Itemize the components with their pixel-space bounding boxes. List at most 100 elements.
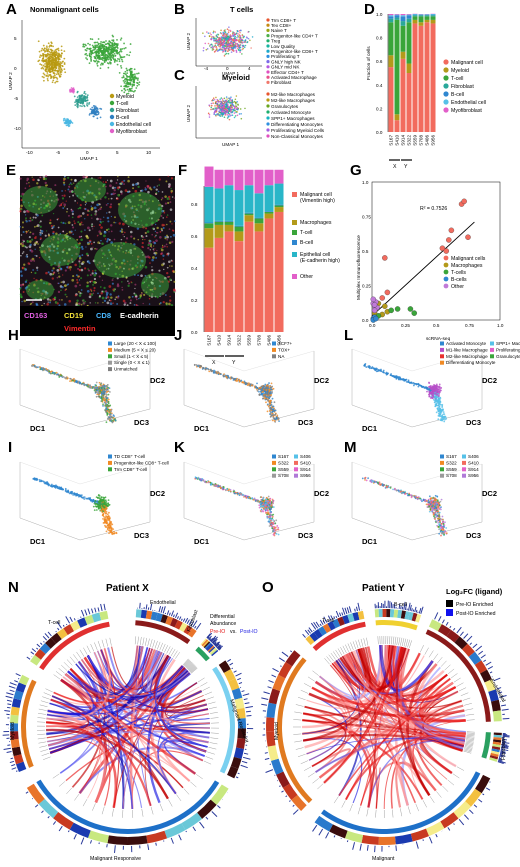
umap-point bbox=[227, 31, 230, 33]
if-pixel bbox=[58, 272, 60, 274]
umap-point bbox=[79, 104, 82, 107]
umap-point bbox=[99, 67, 102, 70]
umap-point bbox=[123, 91, 126, 94]
if-pixel bbox=[68, 185, 71, 188]
y-tick-label: 0.4 bbox=[191, 266, 198, 271]
if-pixel bbox=[49, 219, 52, 222]
bar-segment bbox=[254, 223, 264, 232]
marker-label: CD163 bbox=[24, 311, 47, 320]
umap-point bbox=[235, 51, 238, 53]
if-pixel bbox=[29, 249, 31, 252]
diffusion-point bbox=[440, 387, 443, 389]
umap-point bbox=[49, 74, 52, 77]
umap-point bbox=[222, 31, 225, 34]
umap-point bbox=[126, 88, 129, 91]
if-pixel bbox=[74, 192, 76, 195]
umap-point bbox=[57, 58, 60, 61]
umap-point bbox=[55, 61, 58, 64]
umap-point bbox=[57, 66, 60, 68]
umap-point bbox=[220, 43, 222, 46]
umap-point bbox=[130, 71, 132, 74]
legend-swatch bbox=[266, 80, 270, 84]
if-pixel bbox=[90, 290, 93, 292]
umap-point bbox=[128, 88, 131, 90]
if-pixel bbox=[64, 269, 67, 272]
umap-point bbox=[50, 51, 53, 53]
umap-point bbox=[55, 80, 58, 83]
bar-segment bbox=[400, 25, 406, 52]
if-pixel bbox=[125, 221, 127, 223]
y-tick-label: 0.0 bbox=[191, 330, 198, 335]
umap-point bbox=[63, 57, 66, 60]
umap-point bbox=[239, 108, 242, 110]
umap-point bbox=[42, 72, 45, 75]
umap-point bbox=[239, 49, 241, 51]
if-gland bbox=[40, 234, 80, 266]
if-pixel bbox=[35, 213, 38, 216]
legend-label: B-cell bbox=[451, 92, 464, 98]
if-pixel bbox=[78, 290, 80, 293]
bar-segment bbox=[224, 220, 234, 222]
if-pixel bbox=[128, 296, 131, 299]
group-label: X bbox=[212, 360, 216, 366]
umap-point bbox=[129, 81, 132, 84]
axis-label-dc3: DC3 bbox=[466, 418, 481, 427]
if-pixel bbox=[91, 280, 93, 282]
if-pixel bbox=[87, 268, 89, 270]
umap-point bbox=[112, 55, 115, 58]
umap-point bbox=[234, 109, 236, 111]
diffusion-point bbox=[271, 391, 274, 393]
umap-point bbox=[97, 50, 100, 53]
umap-point bbox=[48, 50, 51, 53]
umap-point bbox=[236, 36, 238, 39]
umap-point bbox=[96, 108, 99, 111]
umap-point bbox=[51, 55, 54, 57]
if-pixel bbox=[78, 255, 81, 258]
umap-point bbox=[124, 80, 127, 83]
umap-point bbox=[224, 103, 226, 106]
umap-point bbox=[84, 43, 86, 46]
umap-point bbox=[233, 33, 236, 36]
if-pixel bbox=[27, 262, 30, 265]
umap-point bbox=[217, 42, 219, 45]
umap-point bbox=[211, 45, 214, 47]
if-pixel bbox=[36, 290, 40, 294]
diffusion-point bbox=[264, 391, 267, 393]
if-pixel bbox=[76, 281, 79, 284]
diffusion-point bbox=[268, 410, 271, 412]
if-pixel bbox=[100, 206, 103, 209]
if-pixel bbox=[21, 244, 25, 248]
umap-point bbox=[207, 32, 210, 34]
if-pixel bbox=[122, 299, 126, 303]
umap-point bbox=[219, 41, 221, 44]
legend-label: Fibroblast bbox=[451, 84, 474, 90]
if-pixel bbox=[94, 269, 97, 272]
if-pixel bbox=[46, 190, 49, 193]
if-pixel bbox=[97, 302, 99, 304]
if-pixel bbox=[151, 266, 153, 268]
umap-point bbox=[83, 92, 86, 95]
if-pixel bbox=[108, 285, 112, 288]
if-pixel bbox=[69, 267, 71, 270]
if-pixel bbox=[139, 294, 143, 297]
umap-point bbox=[47, 42, 50, 45]
diffusion-point bbox=[268, 400, 271, 403]
umap-point bbox=[102, 59, 104, 61]
umap-point bbox=[247, 31, 250, 33]
if-pixel bbox=[38, 256, 41, 259]
legend-swatch bbox=[109, 100, 115, 106]
umap-point bbox=[99, 116, 102, 119]
if-pixel bbox=[28, 204, 31, 207]
if-pixel bbox=[106, 192, 109, 195]
umap-point bbox=[227, 109, 230, 111]
diffusion-point bbox=[73, 377, 75, 380]
umap-point bbox=[220, 97, 223, 99]
umap-point bbox=[96, 61, 99, 63]
if-pixel bbox=[79, 269, 81, 271]
x-tick-label: 1.0 bbox=[497, 323, 504, 328]
umap-point bbox=[60, 56, 63, 58]
if-pixel bbox=[27, 230, 30, 232]
bar-segment bbox=[204, 166, 214, 187]
if-pixel bbox=[61, 194, 64, 197]
umap-point bbox=[51, 62, 54, 64]
